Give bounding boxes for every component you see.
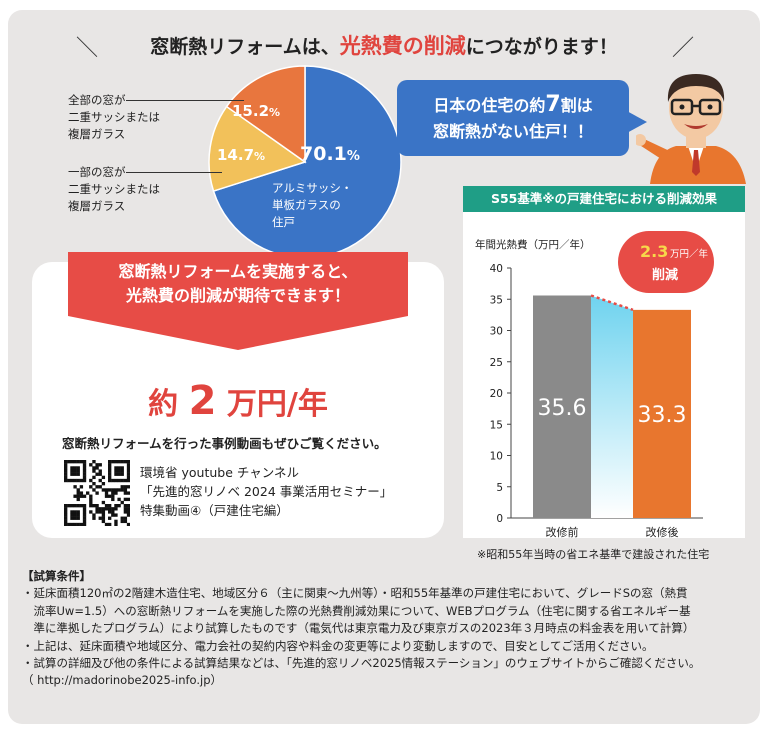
man-pointing-illustration: [636, 74, 746, 184]
bar-0: [533, 295, 591, 518]
bar-value-label: 33.3: [638, 403, 687, 428]
pie-label-full: 15.2%: [232, 102, 281, 120]
x-category-label: 改修後: [646, 525, 679, 538]
reduction-label: 削減: [652, 267, 678, 283]
bar-value-label: 35.6: [538, 396, 587, 421]
y-tick-label: 10: [490, 451, 503, 463]
conditions-line: ・延床面積120㎡の2階建木造住宅、地域区分６（主に関東～九州等）・昭和55年基…: [22, 586, 688, 601]
reduction-dashed-line: [590, 294, 634, 312]
conditions-line: 準に準拠したプログラム）により試算したものです（電気代は東京電力及び東京ガスの2…: [22, 621, 695, 636]
share-pie-chart: [208, 65, 402, 259]
youtube-info[interactable]: 環境省 youtube チャンネル 「先進的窓リノベ 2024 事業活用セミナー…: [140, 465, 393, 518]
pie-slice-2: [225, 65, 306, 164]
y-tick-label: 40: [490, 263, 503, 275]
pie-label-main: 70.1%: [300, 143, 360, 165]
reduction-amount: 2.3: [640, 242, 668, 261]
leader-line-all: [126, 100, 244, 101]
bar-1: [633, 309, 691, 518]
ribbon-arrow: [68, 316, 408, 350]
speech-bubble: 日本の住宅の約7割は 窓断熱がない住戸！！: [397, 80, 629, 156]
reduction-badge: 2.3 万円／年 削減: [618, 231, 714, 293]
qr-code[interactable]: [64, 460, 130, 526]
conditions-line: ・試算の詳細及び他の条件による試算結果などは、「先進的窓リノベ2025情報ステー…: [22, 656, 701, 671]
conditions-line: 流率Uw=1.5）への窓断熱リフォームを実施した際の光熱費削減効果について、WE…: [22, 603, 691, 618]
conditions-url[interactable]: （ http://madorinobe2025-info.jp）: [22, 673, 223, 688]
slash-decoration-left: ＼: [76, 36, 99, 61]
slash-decoration-right: ／: [672, 36, 695, 61]
y-tick-label: 15: [490, 419, 503, 431]
cost-bar-chart: 年間光熱費（万円／年） 0 5 10 15 20 25 30 35 40 35.6 33.3 改修…: [475, 238, 703, 538]
callout-all-windows: 全部の窓が 二重サッシまたは 複層ガラス: [68, 93, 160, 141]
savings-ribbon: 窓断熱リフォームを実施すると、 光熱費の削減が期待できます！: [68, 252, 408, 316]
y-tick-label: 25: [490, 357, 503, 369]
x-category-label: 改修前: [546, 525, 579, 538]
conditions-title: 【試算条件】: [22, 569, 91, 583]
chart-ylabel: 年間光熱費（万円／年）: [475, 238, 591, 251]
y-tick-label: 5: [496, 482, 503, 494]
y-tick-label: 35: [490, 294, 503, 306]
conditions-line: ・上記は、延床面積や地域区分、電力会社の契約内容や料金の変更等により変動しますの…: [22, 638, 654, 653]
pie-slice-1: [208, 105, 307, 193]
reduction-unit: 万円／年: [670, 248, 709, 260]
leader-line-partial: [126, 172, 222, 173]
speech-bubble-tail: [625, 110, 647, 134]
pie-label-partial: 14.7%: [217, 146, 266, 164]
headline: 窓断熱リフォームは、光熱費の削減につながります！: [0, 30, 768, 60]
headline-post: につながります！: [465, 36, 618, 58]
pie-slice-0: [212, 65, 402, 259]
y-tick-label: 0: [496, 513, 503, 525]
y-tick-label: 20: [490, 388, 503, 400]
callout-partial-windows: 一部の窓が 二重サッシまたは 複層ガラス: [68, 165, 160, 213]
headline-pre: 窓断熱リフォームは、: [150, 36, 340, 58]
chart-footnote: ※昭和55年当時の省エネ基準で建設された住宅: [477, 548, 710, 561]
video-cta: 窓断熱リフォームを行った事例動画もぜひご覧ください。: [62, 436, 387, 451]
pie-inner-description: アルミサッシ・ 単板ガラスの 住戸: [272, 181, 353, 229]
reduction-gradient: [591, 295, 633, 518]
headline-highlight: 光熱費の削減: [339, 34, 466, 58]
calculation-conditions: 【試算条件】 ・延床面積120㎡の2階建木造住宅、地域区分６（主に関東～九州等）…: [22, 568, 752, 690]
chart-card-header: S55基準※の戸建住宅における削減効果: [463, 186, 745, 212]
y-tick-label: 30: [490, 326, 503, 338]
savings-amount: 約 2 万円/年: [148, 378, 328, 424]
